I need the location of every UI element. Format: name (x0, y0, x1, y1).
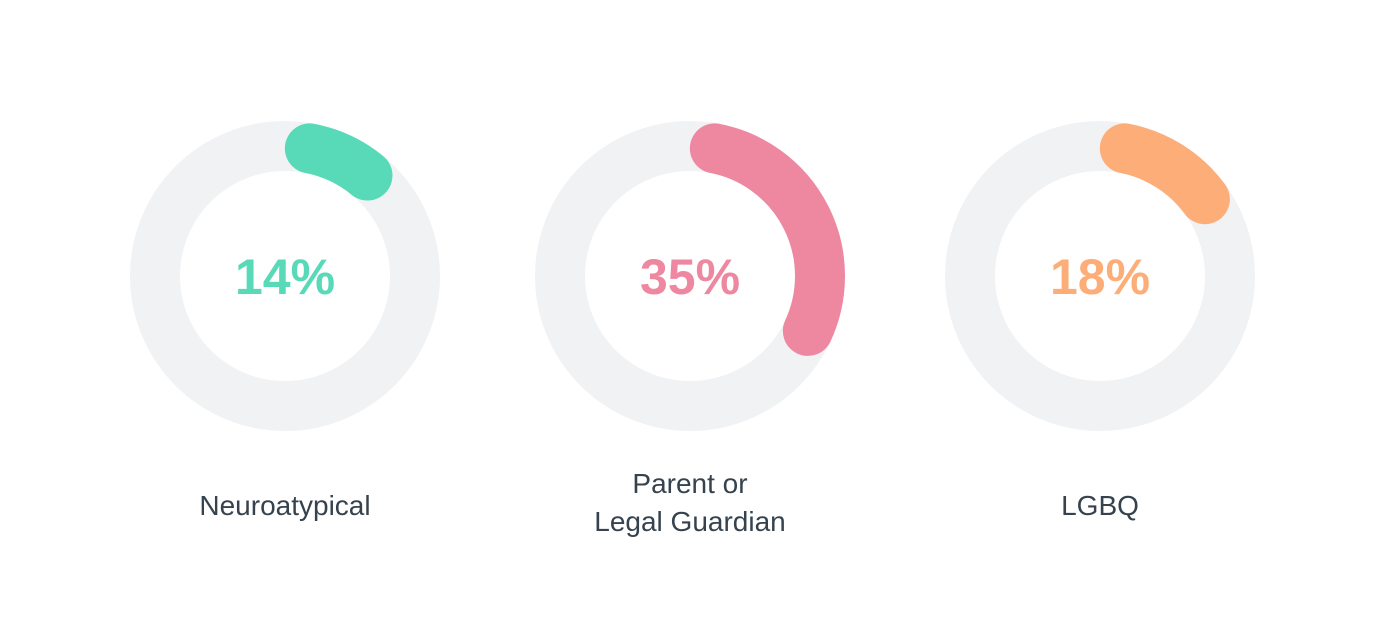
donut-chart-neuroatypical: 14% Neuroatypical (85, 0, 485, 644)
donut-category-label: Parent or (632, 468, 747, 499)
donut-percentage-label: 18% (1050, 249, 1150, 305)
donut-category-label: LGBQ (1061, 490, 1139, 521)
donut-category-label: Neuroatypical (199, 490, 370, 521)
donut-value-arc (284, 123, 393, 201)
donut-chart-parent-guardian: 35% Parent or Legal Guardian (490, 0, 890, 644)
donut-svg: 14% Neuroatypical (130, 121, 440, 521)
donut-svg: 35% Parent or Legal Guardian (535, 121, 845, 537)
donut-svg: 18% LGBQ (945, 121, 1255, 521)
donut-percentage-label: 35% (640, 249, 740, 305)
donut-chart-lgbq: 18% LGBQ (900, 0, 1300, 644)
donut-value-arc (689, 123, 845, 356)
donut-percentage-label: 14% (235, 249, 335, 305)
donut-value-arc (1099, 123, 1230, 225)
donut-category-label: Legal Guardian (594, 506, 785, 537)
